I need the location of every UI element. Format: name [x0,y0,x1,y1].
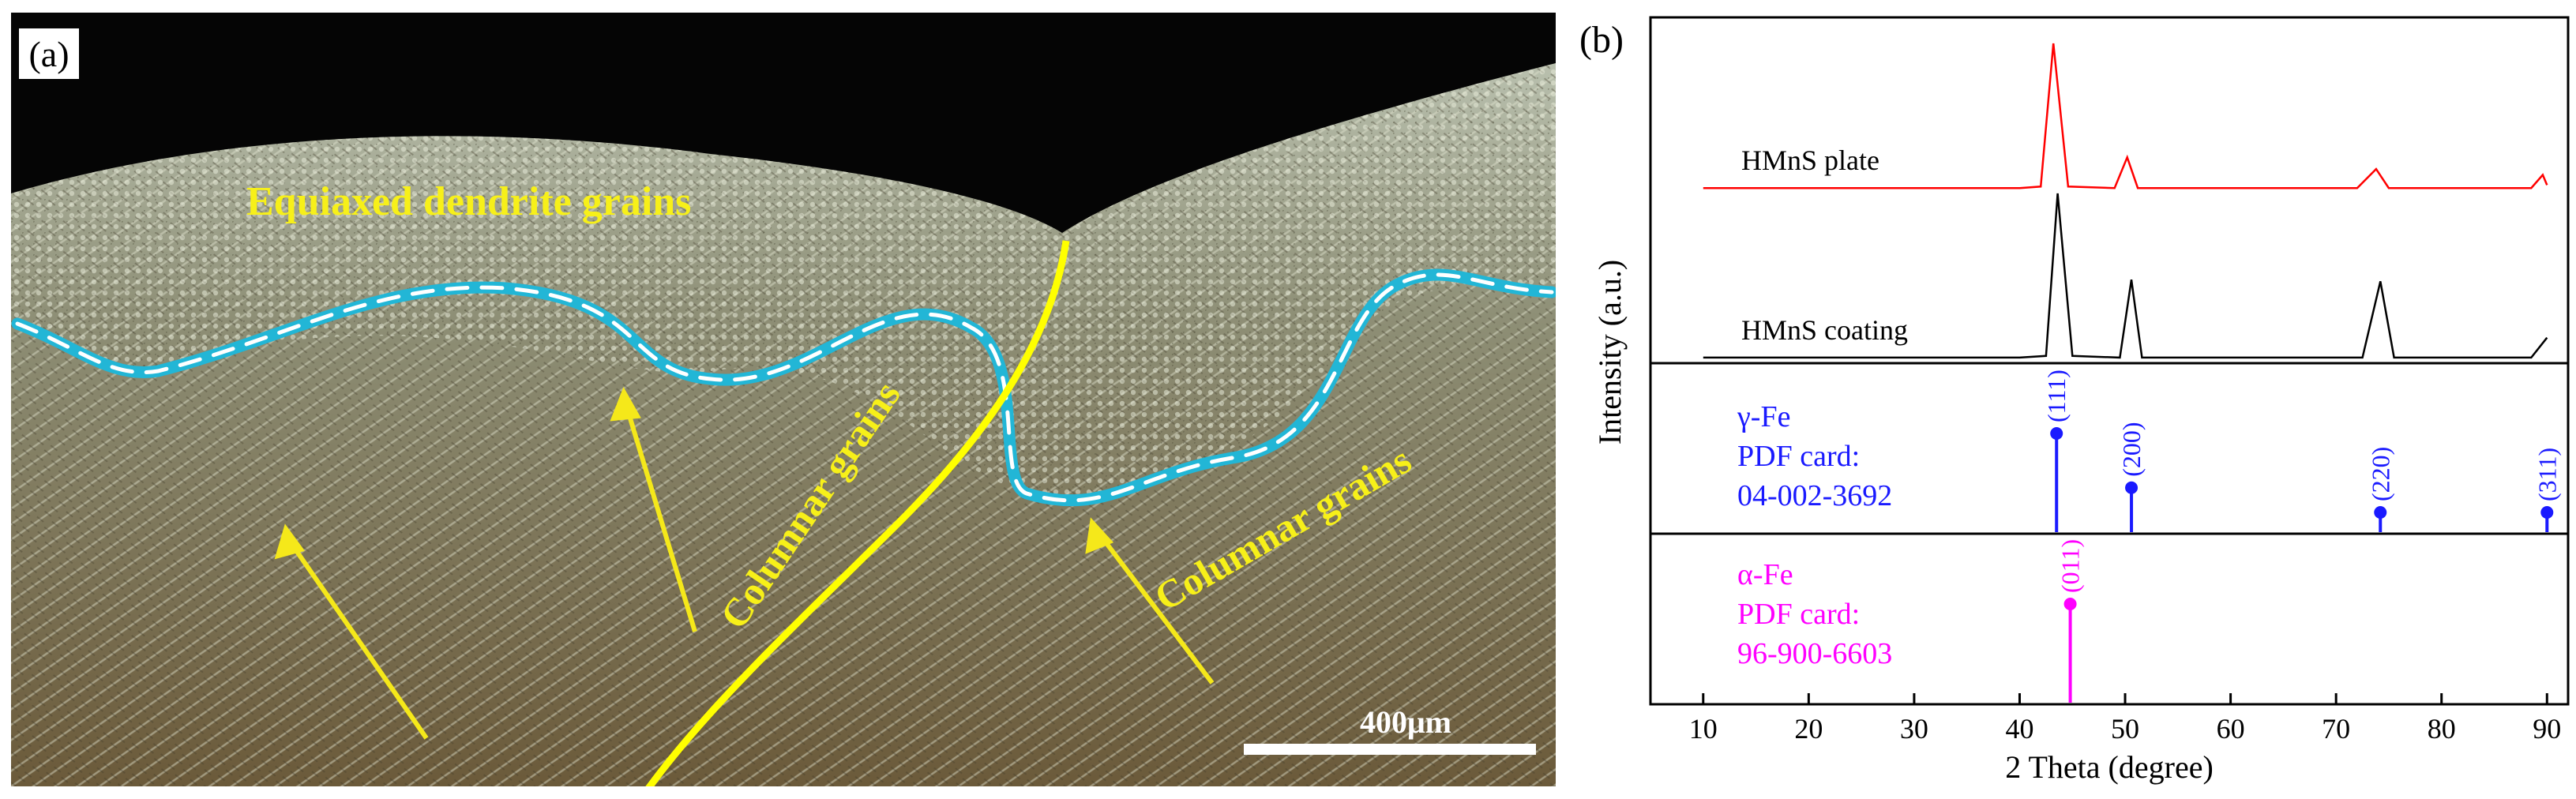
x-tick-label: 60 [2217,713,2245,745]
growth-direction-arrows [274,387,1215,740]
gamma-phase-label: γ-Fe [1737,400,1790,433]
arrowhead-right [1085,517,1114,554]
alpha-card-label: PDF card: [1737,598,1860,631]
gamma-peak-hkl-label: (111) [2042,369,2071,422]
x-tick-label: 10 [1689,713,1718,745]
gamma-card-number: 04-002-3692 [1737,479,1892,512]
legend-hmns-plate: HMnS plate [1741,144,1879,176]
gamma-fe-reference-peaks: (111) (200) (220) (311) [2042,369,2561,532]
panel-b-label: (b) [1579,19,1624,61]
scale-bar [1244,744,1536,755]
alpha-fe-reference-peaks: (011) [2056,539,2085,703]
panel-a-label-box [19,28,79,79]
series-line-hmns-plate [1703,43,2548,189]
equiaxed-label: Equiaxed dendrite grains [246,179,691,224]
arrow-left [290,543,429,740]
x-tick-label: 20 [1794,713,1823,745]
x-axis-title: 2 Theta (degree) [2005,749,2214,785]
series-line-hmns-coating [1703,193,2548,359]
arrow-right [1099,535,1215,685]
panel-a-label: (a) [28,34,69,74]
x-tick-label: 40 [2005,713,2033,745]
scale-bar-label: 400μm [1360,704,1451,740]
xrd-chart: 10 20 30 40 50 60 70 80 90 2 Theta (degree) Inte… [1592,16,2570,785]
alpha-phase-label: α-Fe [1737,558,1793,591]
legend-hmns-coating: HMnS coating [1741,314,1908,346]
x-tick-label: 70 [2322,713,2350,745]
fusion-boundary-dashes [15,272,1554,503]
x-tick-label: 30 [1900,713,1928,745]
alpha-peak-hkl-label: (011) [2056,539,2085,593]
arrowhead-left [274,523,305,560]
gamma-peak-marker [2125,481,2139,494]
x-tick-label: 90 [2533,713,2561,745]
alpha-card-number: 96-900-6603 [1737,637,1892,670]
plot-frame [1649,16,2570,706]
gamma-peak-hkl-label: (200) [2117,422,2146,476]
gamma-peak-marker [2050,427,2063,440]
x-axis-ticks: 10 20 30 40 50 60 70 80 90 [1689,693,2561,745]
gamma-peak-hkl-label: (220) [2366,447,2394,501]
y-axis-title: Intensity (a.u.) [1592,260,1628,445]
gamma-peak-marker [2540,506,2554,519]
track-boundary-line [645,240,1070,786]
x-tick-label: 80 [2428,713,2456,745]
alpha-peak-marker [2063,598,2077,610]
x-tick-label: 50 [2111,713,2139,745]
gamma-peak-hkl-label: (311) [2533,448,2561,501]
equiaxed-texture [11,63,1556,494]
gamma-card-label: PDF card: [1737,440,1860,473]
arrowhead-middle [610,387,641,422]
arrow-middle [625,410,697,632]
gamma-peak-marker [2374,506,2387,519]
panel-a-micrograph: Equiaxed dendrite grains Columnar grains… [11,13,1556,786]
